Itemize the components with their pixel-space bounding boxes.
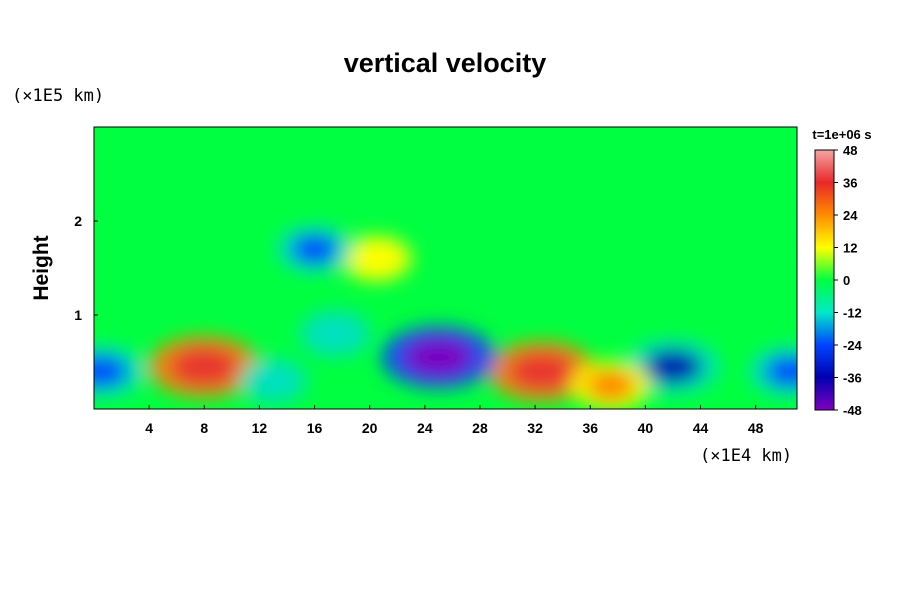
colorbar-ticks: 48 36 24 12 0 -12 -24 -36 -48: [834, 143, 863, 418]
colorbar-tick-label: -36: [843, 371, 862, 386]
x-tick-label: 16: [307, 420, 323, 436]
x-tick-label: 36: [582, 420, 598, 436]
heatmap-cell: [291, 234, 338, 265]
x-axis-ticks: 4 8 12 16 20 24 28 32 36 40 44 48: [145, 405, 764, 436]
heatmap-cell: [170, 347, 239, 386]
heatmap-cell: [508, 352, 576, 390]
y-axis-ticks: 12: [74, 213, 98, 323]
time-label: t=1e+06 s: [812, 127, 871, 142]
chart-title: vertical velocity: [344, 48, 547, 78]
heatmap-cell: [764, 355, 797, 387]
colorbar-tick-label: -48: [843, 403, 862, 418]
x-tick-label: 28: [472, 420, 488, 436]
colorbar-tick-label: -24: [843, 338, 863, 353]
heatmap-cell: [354, 244, 399, 273]
x-tick-label: 48: [748, 420, 764, 436]
x-tick-label: 20: [362, 420, 378, 436]
colorbar-tick-label: 24: [843, 208, 858, 223]
y-axis-label: Height: [30, 235, 53, 300]
colorbar-tick-label: 0: [843, 273, 850, 288]
y-axis-unit: (×1E5 km): [12, 86, 104, 106]
x-tick-label: 32: [527, 420, 543, 436]
x-tick-label: 12: [252, 420, 268, 436]
x-axis-unit: (×1E4 km): [700, 446, 792, 466]
heatmap-cell: [644, 349, 702, 384]
heatmap-field: [94, 127, 797, 409]
heatmap-cell: [94, 355, 128, 388]
x-tick-label: 40: [638, 420, 654, 436]
colorbar: [814, 149, 835, 411]
colorbar-tick-label: 12: [843, 241, 857, 256]
x-tick-label: 4: [145, 420, 153, 436]
heatmap-cell: [403, 338, 474, 377]
y-tick-label: 2: [74, 213, 82, 229]
heatmap-cell: [586, 370, 636, 401]
x-tick-label: 24: [417, 420, 433, 436]
colorbar-tick-label: 36: [843, 176, 857, 191]
colorbar-tick-label: 48: [843, 143, 857, 158]
plot-frame: [93, 126, 798, 410]
heatmap-cell: [252, 366, 294, 395]
heatmap-cell: [313, 319, 357, 348]
x-tick-label: 8: [200, 420, 208, 436]
colorbar-tick-label: -12: [843, 306, 862, 321]
y-tick-label: 1: [74, 307, 82, 323]
x-tick-label: 44: [693, 420, 709, 436]
